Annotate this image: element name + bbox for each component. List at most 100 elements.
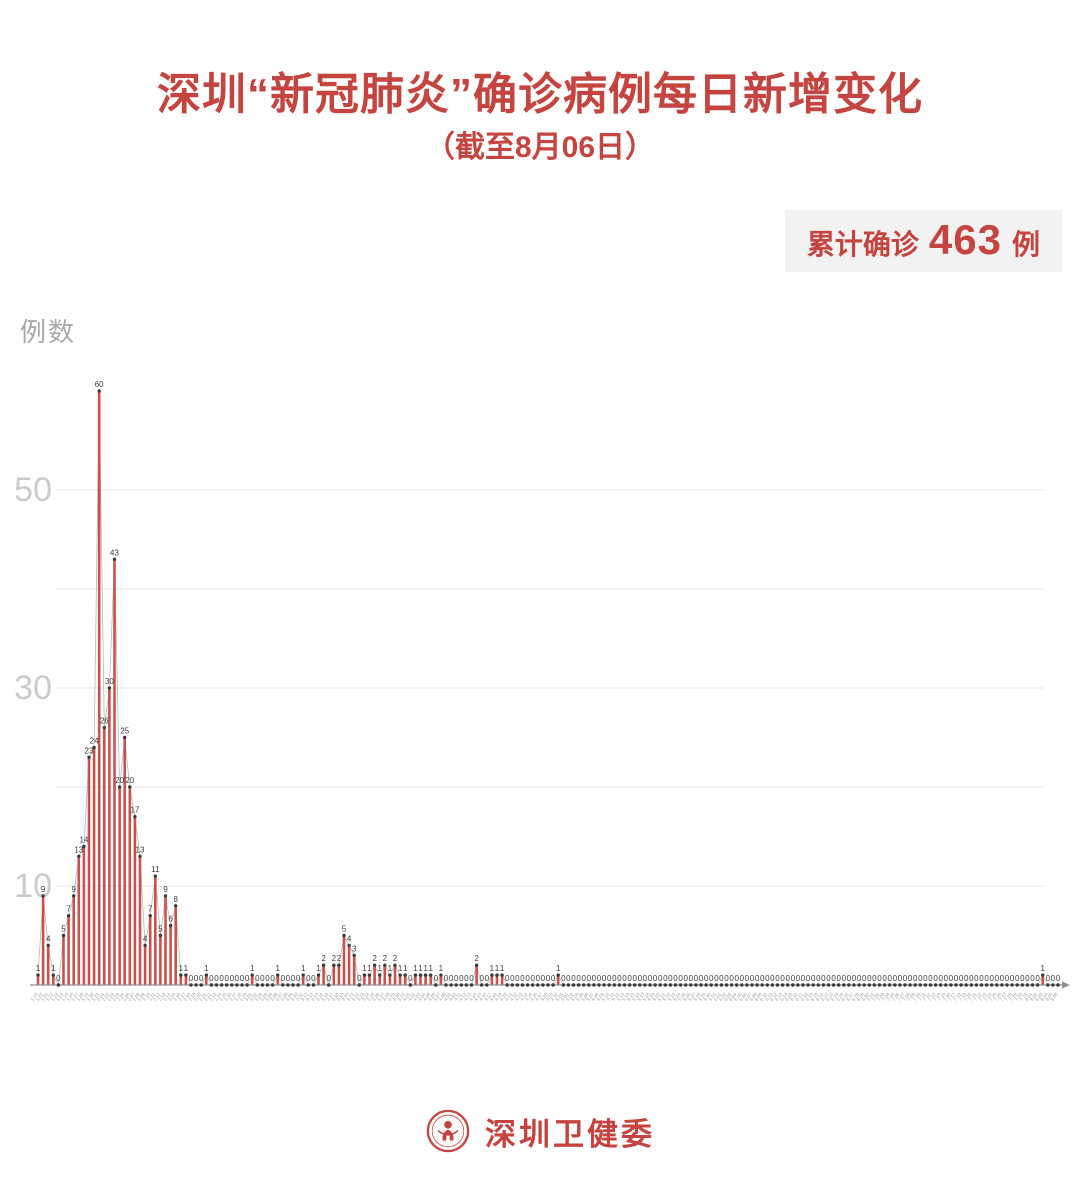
svg-text:7.24: 7.24 — [983, 991, 992, 1002]
svg-text:2.16: 2.16 — [172, 991, 181, 1002]
svg-text:0: 0 — [699, 974, 704, 983]
svg-text:7.13: 7.13 — [927, 991, 936, 1002]
svg-text:0: 0 — [551, 974, 556, 983]
svg-text:2.21: 2.21 — [198, 991, 207, 1002]
svg-text:1: 1 — [184, 964, 189, 973]
svg-text:0: 0 — [750, 974, 755, 983]
svg-text:1.31: 1.31 — [91, 991, 100, 1002]
svg-text:6.10: 6.10 — [759, 991, 768, 1002]
svg-text:5.30: 5.30 — [703, 991, 712, 1002]
svg-text:1.24: 1.24 — [55, 991, 64, 1002]
badge-total-value: 463 — [928, 216, 1002, 263]
svg-text:1.20: 1.20 — [35, 991, 44, 1002]
svg-text:1: 1 — [179, 964, 184, 973]
svg-text:4.09: 4.09 — [443, 991, 452, 1002]
svg-text:0: 0 — [449, 974, 454, 983]
svg-text:13: 13 — [136, 845, 145, 854]
svg-text:6: 6 — [168, 915, 173, 924]
svg-text:0: 0 — [816, 974, 821, 983]
svg-text:5.22: 5.22 — [662, 991, 671, 1002]
svg-text:0: 0 — [638, 974, 643, 983]
svg-text:7.03: 7.03 — [876, 991, 885, 1002]
svg-text:3.13: 3.13 — [305, 991, 314, 1002]
svg-text:5.21: 5.21 — [657, 991, 666, 1002]
footer-logo-text: 深圳卫健委 — [485, 1116, 655, 1152]
svg-text:0: 0 — [663, 974, 668, 983]
svg-text:0: 0 — [525, 974, 530, 983]
svg-text:0: 0 — [576, 974, 581, 983]
svg-text:3.22: 3.22 — [351, 991, 360, 1002]
svg-text:9: 9 — [163, 885, 168, 894]
svg-text:2.04: 2.04 — [111, 991, 120, 1002]
svg-text:0: 0 — [801, 974, 806, 983]
svg-text:0: 0 — [1020, 974, 1025, 983]
svg-text:1.26: 1.26 — [65, 991, 74, 1002]
svg-text:7: 7 — [148, 905, 153, 914]
svg-text:8.03: 8.03 — [1034, 991, 1043, 1002]
svg-text:4.08: 4.08 — [438, 991, 447, 1002]
svg-text:8.02: 8.02 — [1029, 991, 1038, 1002]
svg-text:0: 0 — [240, 974, 245, 983]
svg-text:2.06: 2.06 — [121, 991, 130, 1002]
svg-text:0: 0 — [561, 974, 566, 983]
svg-text:0: 0 — [260, 974, 265, 983]
svg-text:20: 20 — [125, 776, 134, 785]
svg-text:7.25: 7.25 — [988, 991, 997, 1002]
svg-text:0: 0 — [729, 974, 734, 983]
svg-text:0: 0 — [918, 974, 923, 983]
svg-text:6.02: 6.02 — [718, 991, 727, 1002]
svg-text:5.24: 5.24 — [672, 991, 681, 1002]
svg-text:2: 2 — [383, 954, 388, 963]
svg-text:6.21: 6.21 — [815, 991, 824, 1002]
svg-text:0: 0 — [938, 974, 943, 983]
svg-text:5: 5 — [342, 925, 347, 934]
svg-text:2: 2 — [474, 954, 479, 963]
svg-text:5.04: 5.04 — [570, 991, 579, 1002]
svg-text:0: 0 — [357, 974, 362, 983]
svg-text:11: 11 — [151, 865, 160, 874]
svg-text:0: 0 — [954, 974, 959, 983]
svg-text:0: 0 — [459, 974, 464, 983]
svg-text:3.29: 3.29 — [387, 991, 396, 1002]
svg-text:3.17: 3.17 — [325, 991, 334, 1002]
svg-text:8.01: 8.01 — [1024, 991, 1033, 1002]
svg-text:2.20: 2.20 — [193, 991, 202, 1002]
svg-text:4.03: 4.03 — [412, 991, 421, 1002]
svg-text:0: 0 — [887, 974, 892, 983]
svg-text:0: 0 — [597, 974, 602, 983]
svg-text:2: 2 — [393, 954, 398, 963]
svg-text:3.26: 3.26 — [371, 991, 380, 1002]
page-subtitle: （截至8月06日） — [424, 131, 656, 164]
svg-text:7.27: 7.27 — [999, 991, 1008, 1002]
svg-text:0: 0 — [541, 974, 546, 983]
footer-logo: 深圳卫健委 — [0, 1108, 1080, 1154]
svg-text:0: 0 — [862, 974, 867, 983]
svg-text:0: 0 — [893, 974, 898, 983]
svg-text:0: 0 — [683, 974, 688, 983]
svg-text:5.13: 5.13 — [616, 991, 625, 1002]
svg-text:7.22: 7.22 — [973, 991, 982, 1002]
svg-text:1.27: 1.27 — [70, 991, 79, 1002]
svg-text:9: 9 — [41, 885, 46, 894]
svg-text:4.27: 4.27 — [534, 991, 543, 1002]
svg-text:2.24: 2.24 — [213, 991, 222, 1002]
svg-text:3.25: 3.25 — [366, 991, 375, 1002]
svg-text:4.18: 4.18 — [489, 991, 498, 1002]
svg-text:1: 1 — [301, 964, 306, 973]
svg-text:2: 2 — [332, 954, 337, 963]
svg-text:2.18: 2.18 — [183, 991, 192, 1002]
svg-text:5.06: 5.06 — [580, 991, 589, 1002]
svg-text:0: 0 — [806, 974, 811, 983]
svg-text:6.01: 6.01 — [713, 991, 722, 1002]
svg-text:0: 0 — [933, 974, 938, 983]
svg-text:14: 14 — [79, 835, 88, 844]
svg-text:6.17: 6.17 — [795, 991, 804, 1002]
svg-text:5.23: 5.23 — [667, 991, 676, 1002]
svg-text:6.22: 6.22 — [820, 991, 829, 1002]
svg-text:6.15: 6.15 — [784, 991, 793, 1002]
svg-text:6.16: 6.16 — [789, 991, 798, 1002]
svg-text:2.05: 2.05 — [116, 991, 125, 1002]
svg-text:3.16: 3.16 — [320, 991, 329, 1002]
svg-text:6.07: 6.07 — [744, 991, 753, 1002]
svg-text:0: 0 — [515, 974, 520, 983]
